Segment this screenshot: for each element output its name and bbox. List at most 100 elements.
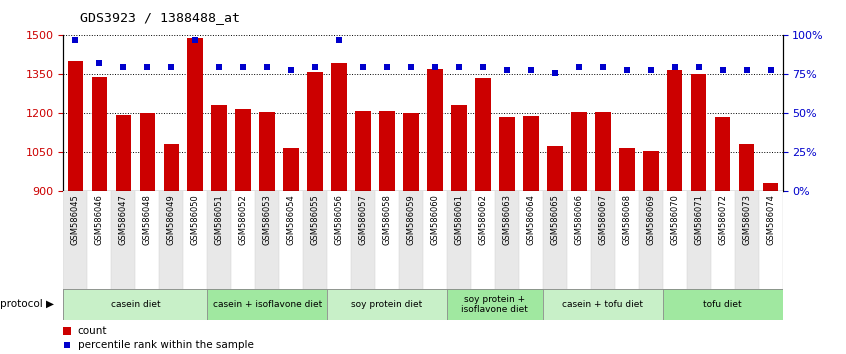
- Bar: [279, 191, 303, 289]
- Bar: [423, 191, 447, 289]
- Text: soy protein +
isoflavone diet: soy protein + isoflavone diet: [461, 295, 529, 314]
- Bar: [404, 113, 419, 191]
- Bar: [327, 289, 447, 320]
- Text: GSM586074: GSM586074: [766, 194, 775, 245]
- Bar: [739, 144, 755, 191]
- Bar: [332, 63, 347, 191]
- Text: GSM586068: GSM586068: [623, 194, 631, 245]
- Bar: [212, 105, 227, 191]
- Bar: [303, 191, 327, 289]
- Bar: [763, 183, 778, 191]
- Bar: [307, 72, 323, 191]
- Bar: [231, 191, 255, 289]
- Bar: [427, 69, 442, 191]
- Bar: [475, 78, 491, 191]
- Bar: [135, 191, 159, 289]
- Bar: [519, 191, 543, 289]
- Text: GSM586064: GSM586064: [526, 194, 536, 245]
- Text: protocol ▶: protocol ▶: [0, 299, 54, 309]
- Text: count: count: [78, 326, 107, 336]
- Text: GSM586059: GSM586059: [407, 194, 415, 245]
- Bar: [639, 191, 662, 289]
- Bar: [255, 191, 279, 289]
- Bar: [662, 191, 687, 289]
- Bar: [63, 289, 207, 320]
- Bar: [471, 191, 495, 289]
- Bar: [451, 105, 467, 191]
- Bar: [667, 70, 683, 191]
- Text: GSM586055: GSM586055: [310, 194, 320, 245]
- Bar: [447, 191, 471, 289]
- Bar: [235, 109, 251, 191]
- Text: GSM586049: GSM586049: [167, 194, 176, 245]
- Bar: [260, 112, 275, 191]
- Text: casein diet: casein diet: [111, 300, 160, 309]
- Bar: [711, 191, 734, 289]
- Bar: [63, 191, 87, 289]
- Bar: [447, 289, 543, 320]
- Text: GSM586067: GSM586067: [598, 194, 607, 245]
- Bar: [619, 148, 634, 191]
- Bar: [399, 191, 423, 289]
- Text: GSM586053: GSM586053: [263, 194, 272, 245]
- Bar: [184, 191, 207, 289]
- Bar: [140, 113, 155, 191]
- Bar: [375, 191, 399, 289]
- Bar: [499, 117, 514, 191]
- Text: soy protein diet: soy protein diet: [351, 300, 423, 309]
- Text: GSM586066: GSM586066: [574, 194, 583, 245]
- Text: GSM586056: GSM586056: [335, 194, 343, 245]
- Bar: [595, 112, 611, 191]
- Bar: [543, 289, 662, 320]
- Bar: [662, 289, 783, 320]
- Bar: [379, 111, 395, 191]
- Bar: [91, 77, 107, 191]
- Bar: [547, 146, 563, 191]
- Bar: [691, 74, 706, 191]
- Text: GSM586063: GSM586063: [503, 194, 511, 245]
- Bar: [591, 191, 615, 289]
- Text: GSM586057: GSM586057: [359, 194, 367, 245]
- Bar: [163, 144, 179, 191]
- Bar: [571, 112, 586, 191]
- Text: GSM586072: GSM586072: [718, 194, 727, 245]
- Bar: [715, 117, 730, 191]
- Text: GSM586058: GSM586058: [382, 194, 392, 245]
- Text: GSM586069: GSM586069: [646, 194, 655, 245]
- Bar: [188, 38, 203, 191]
- Bar: [643, 151, 658, 191]
- Text: percentile rank within the sample: percentile rank within the sample: [78, 340, 254, 350]
- Text: casein + tofu diet: casein + tofu diet: [563, 300, 643, 309]
- Text: GSM586050: GSM586050: [191, 194, 200, 245]
- Text: GSM586060: GSM586060: [431, 194, 439, 245]
- Bar: [116, 115, 131, 191]
- Bar: [207, 191, 231, 289]
- Bar: [495, 191, 519, 289]
- Text: GSM586062: GSM586062: [479, 194, 487, 245]
- Text: GSM586048: GSM586048: [143, 194, 151, 245]
- Text: GSM586065: GSM586065: [551, 194, 559, 245]
- Text: GDS3923 / 1388488_at: GDS3923 / 1388488_at: [80, 11, 240, 24]
- Bar: [615, 191, 639, 289]
- Text: tofu diet: tofu diet: [703, 300, 742, 309]
- Bar: [759, 191, 783, 289]
- Bar: [543, 191, 567, 289]
- Text: GSM586046: GSM586046: [95, 194, 104, 245]
- Text: GSM586071: GSM586071: [695, 194, 703, 245]
- Bar: [159, 191, 184, 289]
- Text: GSM586051: GSM586051: [215, 194, 223, 245]
- Bar: [68, 61, 83, 191]
- Bar: [87, 191, 112, 289]
- Bar: [327, 191, 351, 289]
- Bar: [734, 191, 759, 289]
- Bar: [207, 289, 327, 320]
- Text: GSM586054: GSM586054: [287, 194, 295, 245]
- Bar: [523, 116, 539, 191]
- Bar: [351, 191, 375, 289]
- Bar: [567, 191, 591, 289]
- Bar: [355, 111, 371, 191]
- Text: GSM586070: GSM586070: [670, 194, 679, 245]
- Text: casein + isoflavone diet: casein + isoflavone diet: [212, 300, 321, 309]
- Text: GSM586052: GSM586052: [239, 194, 248, 245]
- Text: GSM586045: GSM586045: [71, 194, 80, 245]
